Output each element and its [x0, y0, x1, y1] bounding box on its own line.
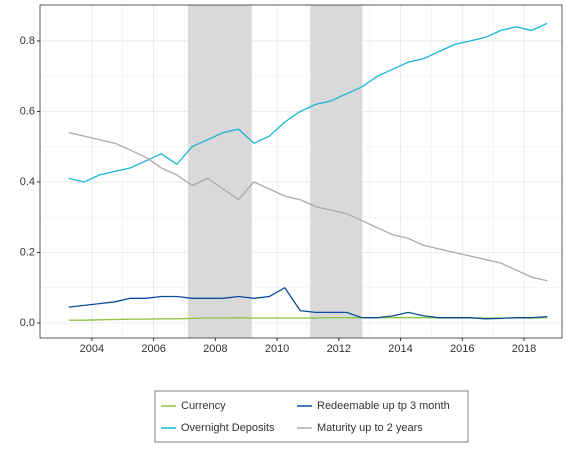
x-tick-label: 2006 [141, 343, 165, 355]
legend-label: Overnight Deposits [181, 422, 275, 434]
x-tick-label: 2016 [450, 343, 474, 355]
x-tick-label: 2004 [80, 343, 104, 355]
series-line [68, 286, 548, 320]
shaded-period [310, 5, 363, 338]
x-tick-label: 2010 [265, 343, 289, 355]
x-tick-label: 2012 [327, 343, 351, 355]
y-tick-label: 0.8 [20, 35, 35, 47]
legend-label: Maturity up to 2 years [317, 422, 423, 434]
y-tick-label: 0.4 [20, 176, 35, 188]
series-line [68, 131, 548, 282]
legend-box [154, 390, 469, 443]
x-tick-label: 2018 [512, 343, 536, 355]
x-tick-label: 2008 [203, 343, 227, 355]
y-tick-label: 0.2 [20, 246, 35, 258]
x-tick-label: 2014 [388, 343, 412, 355]
y-tick-label: 0.0 [20, 317, 35, 329]
shaded-period [187, 5, 252, 338]
legend-label: Redeemable up tp 3 month [317, 400, 450, 412]
plot-border [39, 4, 563, 339]
legend-label: Currency [181, 400, 226, 412]
y-tick-label: 0.6 [20, 105, 35, 117]
